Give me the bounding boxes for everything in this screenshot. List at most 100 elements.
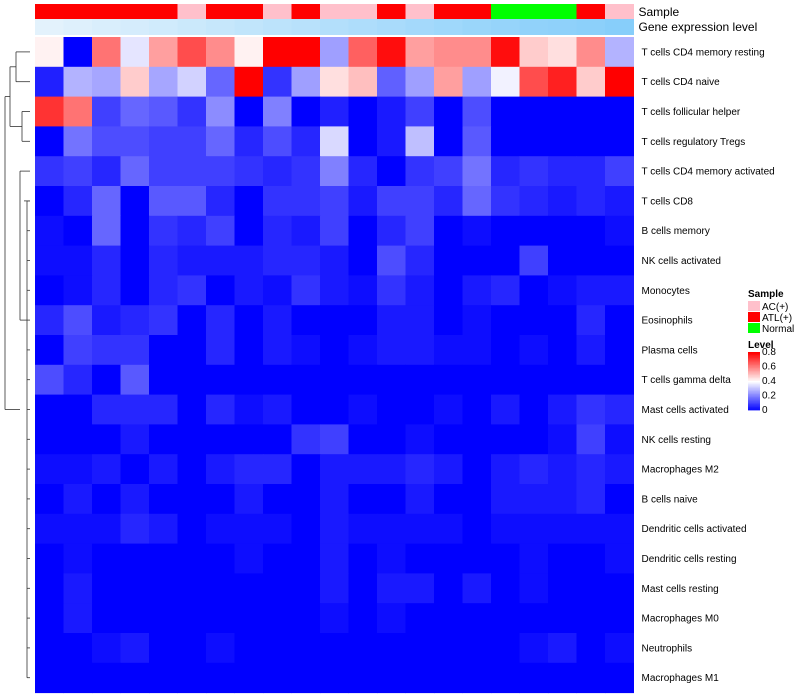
heatmap-cell: [405, 305, 435, 336]
heatmap-cell: [149, 484, 178, 515]
sample-annotation-cell: [519, 4, 549, 20]
heatmap-cell: [263, 603, 292, 634]
heatmap-cell: [405, 275, 435, 306]
heatmap-cell: [320, 245, 349, 276]
sample-annotation-cell: [377, 4, 406, 20]
heatmap-cell: [263, 275, 292, 306]
heatmap-cell: [576, 364, 606, 396]
heatmap-cell: [462, 633, 492, 664]
level-legend-title: Level: [748, 340, 774, 351]
heatmap-cell: [377, 633, 406, 664]
row-label: Dendritic cells activated: [642, 524, 747, 535]
row-label: Eosinophils: [642, 316, 693, 327]
heatmap-cell: [92, 513, 121, 545]
heatmap-cell: [548, 573, 577, 604]
heatmap-cell: [206, 245, 235, 276]
heatmap-cell: [405, 215, 435, 247]
heatmap-cell: [576, 37, 606, 68]
heatmap-cell: [291, 364, 321, 396]
level-legend-gradient-step: [748, 376, 760, 379]
heatmap-cell: [462, 66, 492, 98]
heatmap-cell: [405, 186, 435, 217]
heatmap-cell: [320, 662, 349, 694]
heatmap-cell: [263, 215, 292, 247]
heatmap-cell: [291, 573, 321, 604]
heatmap-cell: [377, 513, 406, 545]
heatmap-cell: [462, 215, 492, 247]
heatmap-cell: [149, 186, 178, 217]
expression-level-cell: [348, 19, 378, 35]
heatmap-cell: [149, 364, 178, 396]
heatmap-cell: [149, 543, 178, 574]
heatmap-cell: [548, 275, 577, 306]
heatmap-cell: [519, 96, 549, 127]
heatmap-cell: [491, 186, 520, 217]
heatmap-cell: [377, 364, 406, 396]
heatmap-cell: [263, 335, 292, 366]
heatmap-cell: [320, 126, 349, 157]
heatmap-cell: [177, 484, 207, 515]
heatmap-cell: [434, 126, 463, 157]
heatmap-cell: [291, 662, 321, 694]
heatmap-cell: [548, 37, 577, 68]
level-legend-gradient-step: [748, 401, 760, 404]
heatmap-cell: [206, 275, 235, 306]
expression-level-cell: [576, 19, 606, 35]
heatmap-cell: [576, 484, 606, 515]
heatmap-cell: [576, 156, 606, 187]
heatmap-cell: [519, 633, 549, 664]
heatmap-cell: [120, 394, 150, 425]
heatmap-cell: [320, 364, 349, 396]
heatmap-cell: [149, 454, 178, 485]
heatmap-cell: [320, 633, 349, 664]
heatmap-cell: [548, 394, 577, 425]
heatmap-cell: [605, 335, 634, 366]
heatmap-cell: [35, 37, 64, 68]
heatmap-cell: [491, 662, 520, 694]
heatmap-cell: [63, 305, 93, 336]
heatmap-cell: [120, 454, 150, 485]
heatmap-cell: [462, 364, 492, 396]
sample-legend-swatch: [748, 312, 760, 322]
heatmap-cell: [120, 275, 150, 306]
heatmap-cell: [263, 186, 292, 217]
heatmap-cell: [234, 603, 264, 634]
heatmap-cell: [462, 424, 492, 455]
heatmap-cell: [234, 633, 264, 664]
heatmap-cell: [320, 454, 349, 485]
heatmap-cell: [291, 245, 321, 276]
heatmap-cell: [291, 126, 321, 157]
sample-annotation-cell: [291, 4, 321, 20]
heatmap-cell: [120, 37, 150, 68]
heatmap-cell: [234, 454, 264, 485]
row-label: NK cells resting: [642, 435, 711, 446]
sample-annotation-cell: [234, 4, 264, 20]
heatmap-cell: [377, 543, 406, 574]
heatmap-cell: [320, 37, 349, 68]
heatmap-cell: [177, 96, 207, 127]
level-legend-gradient-step: [748, 366, 760, 369]
heatmap-cell: [263, 543, 292, 574]
heatmap-cell: [462, 305, 492, 336]
heatmap-cell: [548, 424, 577, 455]
heatmap-cell: [206, 454, 235, 485]
heatmap-cell: [548, 662, 577, 694]
heatmap-cell: [206, 156, 235, 187]
level-legend-gradient-step: [748, 386, 760, 389]
heatmap-cell: [548, 215, 577, 247]
heatmap-cell: [462, 156, 492, 187]
heatmap-cell: [348, 186, 378, 217]
heatmap-cell: [405, 394, 435, 425]
level-legend-gradient-step: [748, 388, 760, 391]
heatmap-cell: [92, 275, 121, 306]
heatmap-cell: [548, 126, 577, 157]
heatmap-cell: [92, 424, 121, 455]
heatmap-cell: [605, 424, 634, 455]
row-label: T cells regulatory Tregs: [642, 137, 746, 148]
heatmap-cell: [177, 156, 207, 187]
heatmap-cell: [605, 543, 634, 574]
expression-level-cell: [491, 19, 520, 35]
heatmap-cell: [576, 454, 606, 485]
sample-annotation-label: Sample: [639, 5, 680, 19]
heatmap-cell: [177, 603, 207, 634]
